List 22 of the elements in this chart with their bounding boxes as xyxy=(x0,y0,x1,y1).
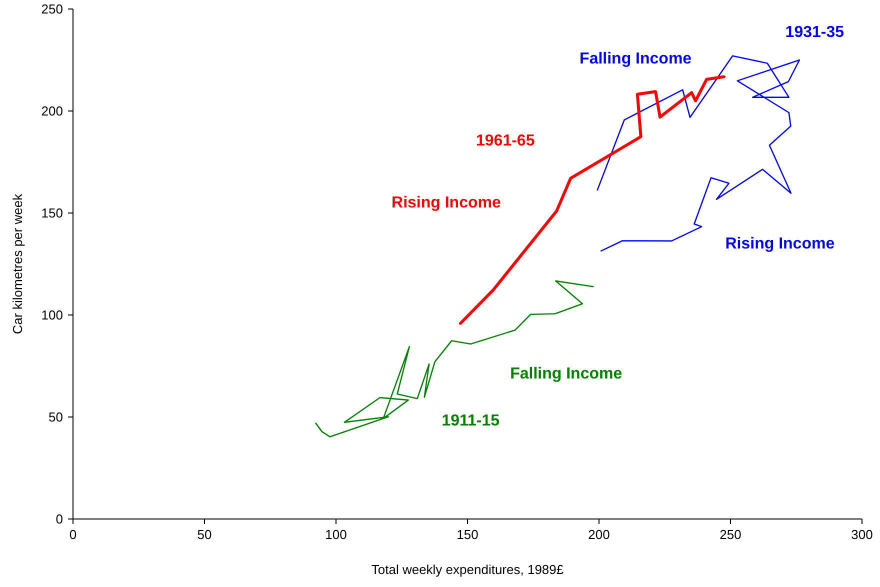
x-tick-label: 100 xyxy=(325,527,347,542)
x-tick-label: 150 xyxy=(456,527,478,542)
x-tick-label: 200 xyxy=(588,527,610,542)
annotation: Rising Income xyxy=(392,194,501,212)
x-tick-label: 50 xyxy=(197,527,212,542)
annotation: Rising Income xyxy=(725,236,835,253)
x-tick-label: 0 xyxy=(69,527,77,542)
x-axis-title: Total weekly expenditures, 1989£ xyxy=(371,562,564,577)
series-label: 1911-15 xyxy=(442,412,500,430)
y-tick-label: 200 xyxy=(41,104,63,119)
y-tick-label: 100 xyxy=(41,308,63,323)
series-label: 1931-35 xyxy=(785,24,844,42)
y-tick-label: 0 xyxy=(56,512,63,527)
y-tick-label: 50 xyxy=(48,410,63,425)
annotation: Falling Income xyxy=(510,366,622,383)
y-tick-label: 250 xyxy=(41,2,63,17)
x-tick-label: 300 xyxy=(851,527,873,542)
y-tick-label: 150 xyxy=(41,206,63,221)
x-tick-label: 250 xyxy=(720,527,742,542)
y-axis-title: Car kilometres per week xyxy=(10,193,25,334)
annotation: Falling Income xyxy=(580,50,692,68)
text: 1961-65 xyxy=(476,132,535,150)
